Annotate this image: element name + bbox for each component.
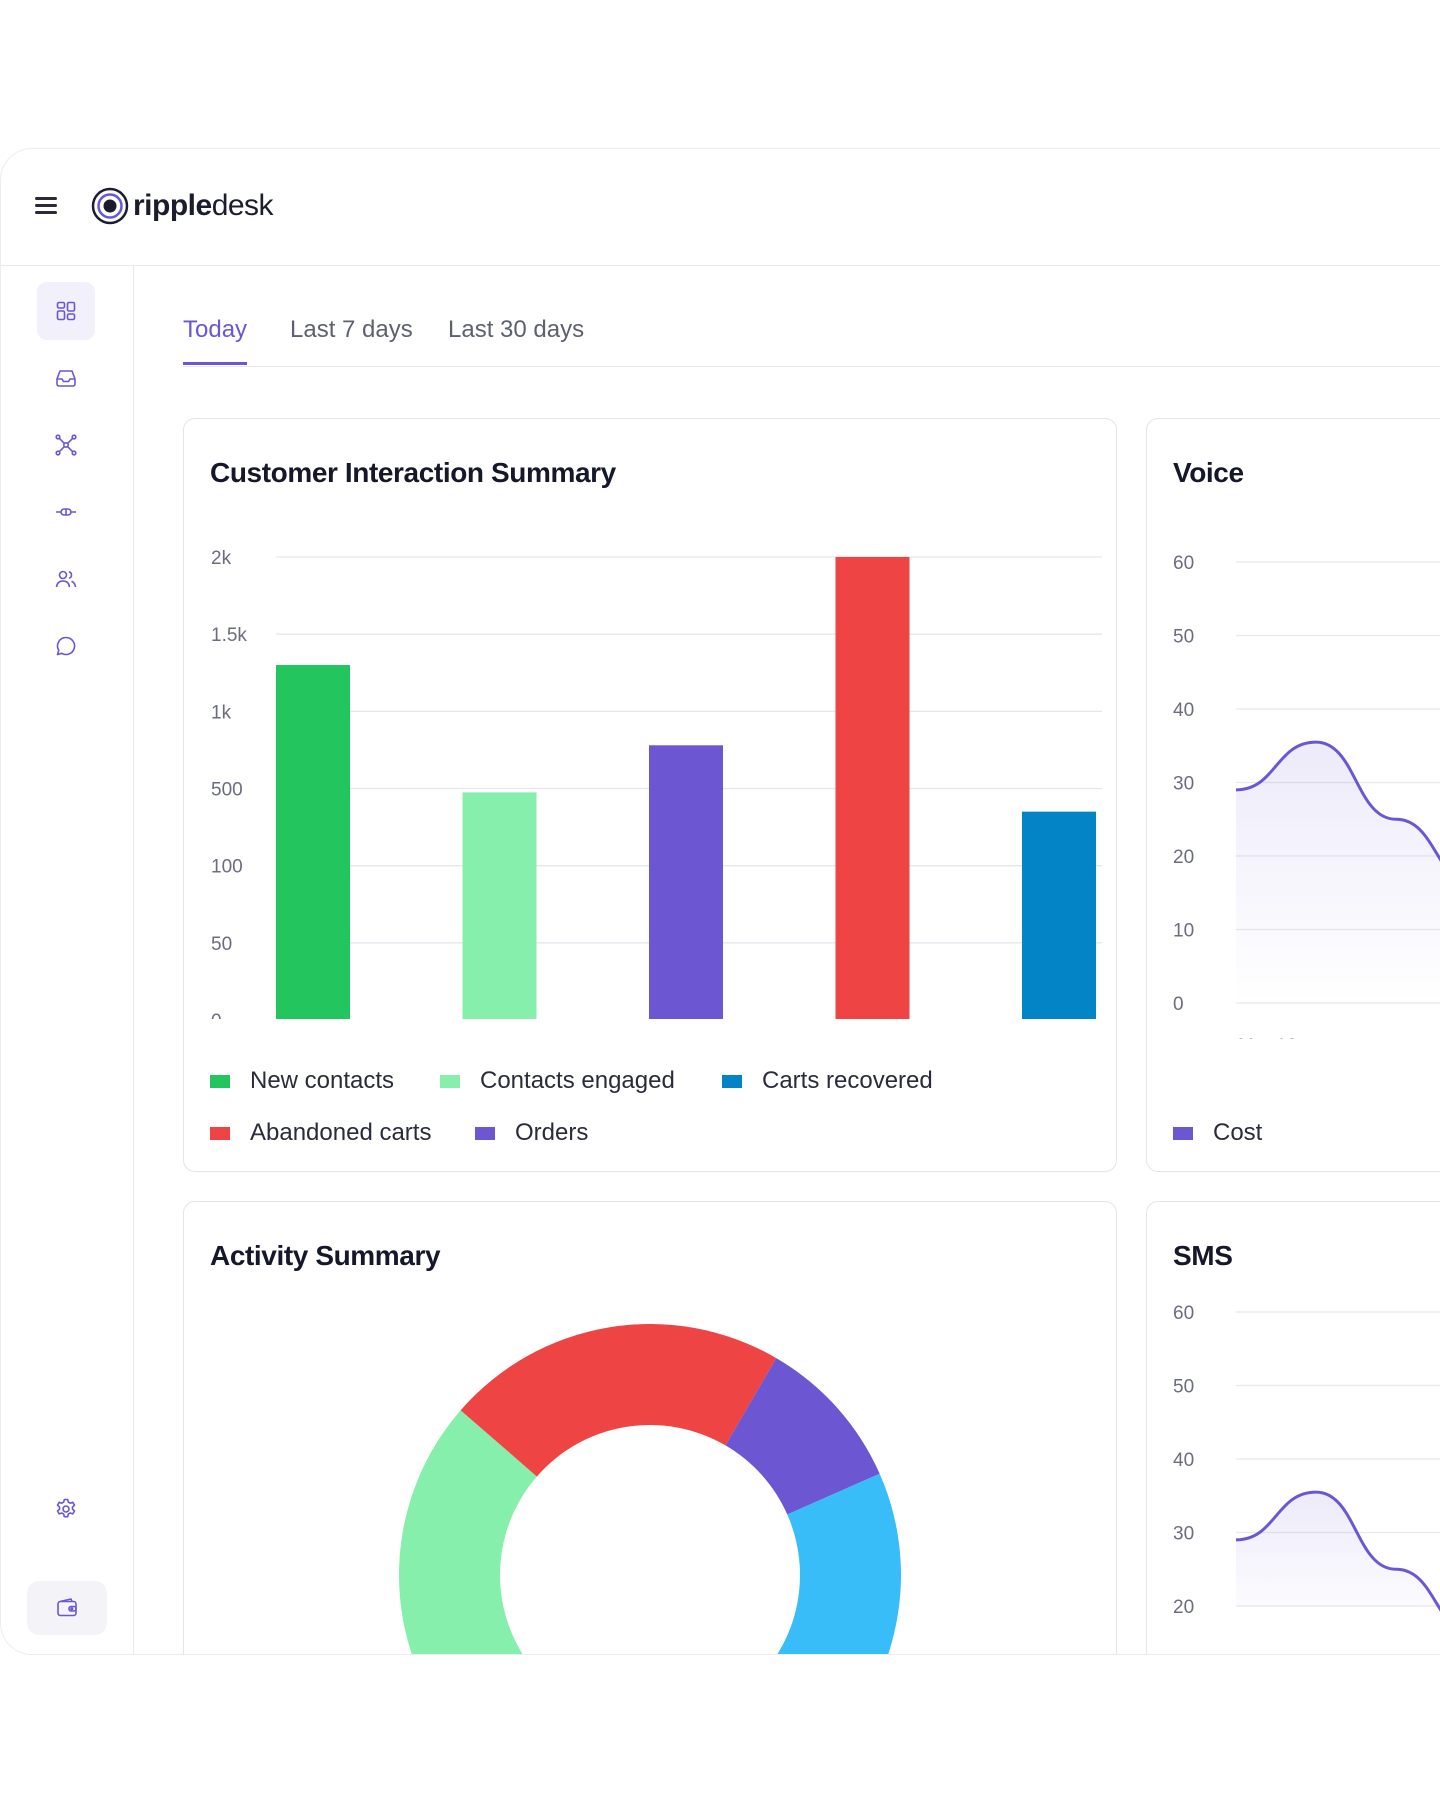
y-tick-label: 30 [1173,1524,1194,1545]
legend-item-orders: Orders [475,1119,588,1147]
y-tick-label: 0 [1173,994,1184,1015]
legend-item-cost: Cost [1173,1119,1262,1147]
chat-icon [56,636,76,656]
series-area-fill [1236,1492,1440,1609]
legend-swatch [722,1074,742,1088]
y-tick-label: 40 [1173,700,1194,721]
app-window: rippledesk [0,148,1440,1655]
bar-abandoned-carts [835,557,910,1019]
network-icon [55,434,77,456]
legend-label: Contacts engaged [480,1067,675,1094]
y-tick-label: 1.5k [211,625,247,646]
y-tick-label: 50 [1173,1377,1194,1398]
card-title: Voice [1173,457,1244,488]
ripple-logo-icon [91,187,129,225]
x-tick-label: Mar 10 [1238,1036,1297,1039]
interaction-bar-chart: 2k1.5k1k500100500Mar 10 [211,548,1102,1019]
voice-card: Voice 60 50 40 30 20 10 0 Mar 10 Cost [1146,418,1440,1172]
sidebar-item-settings[interactable] [37,1480,95,1538]
tab-last-30-days[interactable]: Last 30 days [448,316,585,343]
card-title: Activity Summary [210,1240,441,1271]
legend-item-abandoned-carts: Abandoned carts [210,1119,431,1147]
y-tick-label: 10 [1173,921,1194,942]
y-tick-label: 2k [211,548,232,569]
sidebar-item-contacts[interactable] [37,550,95,608]
y-tick-label: 0 [211,1011,222,1019]
sidebar-item-conversations[interactable] [37,617,95,675]
card-title: SMS [1173,1240,1233,1271]
bar-orders [649,745,723,1019]
legend-swatch [1173,1126,1193,1140]
y-tick-label: 100 [211,857,243,878]
users-icon [55,570,77,588]
y-tick-label: 20 [1173,1597,1194,1618]
bar-carts-recovered [1022,811,1096,1019]
sidebar-item-wallet[interactable] [27,1581,107,1635]
y-tick-label: 60 [1173,1303,1194,1324]
dashboard-main: Today Last 7 days Last 30 days Customer … [134,266,1440,1654]
menu-icon[interactable] [35,197,57,215]
wallet-icon [57,1598,77,1617]
integration-icon [56,508,76,516]
activity-donut-chart [399,1324,901,1654]
brand-logo[interactable]: rippledesk [91,187,274,225]
y-tick-label: 30 [1173,774,1194,795]
y-tick-label: 50 [1173,627,1194,648]
y-tick-label: 500 [211,780,243,801]
bar-new-contacts [276,665,350,1019]
sidebar-item-inbox[interactable] [37,349,95,407]
series-line [1235,740,1440,862]
sms-card: SMS 60 50 40 30 20 [1146,1201,1440,1654]
legend-swatch [210,1126,230,1140]
legend-swatch [475,1126,495,1140]
y-tick-label: 60 [1173,553,1194,574]
donut-slice [777,1473,901,1654]
bar-contacts-engaged [462,792,537,1019]
legend-item-new-contacts: New contacts [210,1067,394,1095]
top-bar: rippledesk [1,149,1440,266]
legend-swatch [440,1074,460,1088]
tab-today[interactable]: Today [183,316,248,365]
legend-swatch [210,1074,230,1088]
donut-slice [725,1358,880,1515]
legend-label: Carts recovered [762,1067,933,1094]
tab-last-7-days[interactable]: Last 7 days [290,316,413,343]
inbox-icon [56,370,76,387]
legend-label: Abandoned carts [250,1119,432,1146]
sidebar-item-network[interactable] [37,416,95,474]
legend-item-contacts-engaged: Contacts engaged [440,1067,675,1095]
donut-slice [460,1324,777,1477]
sidebar-item-dashboard[interactable] [37,282,95,340]
legend-label: New contacts [250,1067,395,1094]
legend-label: Orders [515,1119,589,1146]
voice-area-chart: 60 50 40 30 20 10 0 Mar 10 [1173,553,1440,1039]
legend-label: Cost [1213,1119,1263,1146]
donut-slice [399,1410,537,1654]
y-tick-label: 1k [211,702,232,723]
y-tick-label: 50 [211,934,232,955]
y-tick-label: 20 [1173,847,1194,868]
interaction-summary-card: Customer Interaction Summary 2k 1.5k 1k 500… [183,418,1117,1172]
series-line [1235,1490,1440,1612]
card-title: Customer Interaction Summary [210,457,616,488]
series-area-fill [1236,742,1440,1003]
date-range-tabs: Today Last 7 days Last 30 days [183,266,1440,367]
legend-item-carts-recovered: Carts recovered [722,1067,933,1095]
grid-icon [56,301,76,321]
brand-name: rippledesk [133,189,274,222]
settings-icon [56,1498,76,1518]
sidebar-item-integrations[interactable] [37,483,95,541]
activity-summary-card: Activity Summary [183,1201,1117,1654]
y-tick-label: 40 [1173,1450,1194,1471]
sidebar [1,266,134,1654]
sms-area-chart: 60 50 40 30 20 [1173,1303,1440,1618]
